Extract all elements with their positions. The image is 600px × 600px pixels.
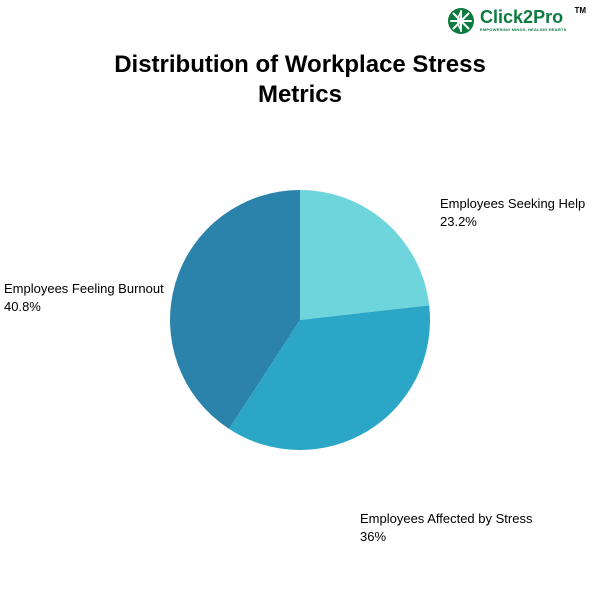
logo-tm: TM bbox=[574, 6, 586, 15]
slice-label-pct: 23.2% bbox=[440, 213, 585, 231]
slice-label-seeking-help: Employees Seeking Help 23.2% bbox=[440, 195, 585, 230]
pie-chart bbox=[170, 190, 430, 450]
pie-slice-0 bbox=[300, 190, 429, 320]
logo-tagline: EMPOWERING MINDS, HEALING HEARTS bbox=[480, 28, 566, 32]
slice-label-text: Employees Affected by Stress bbox=[360, 511, 532, 526]
slice-label-pct: 36% bbox=[360, 528, 532, 546]
logo-brand-text: Click2Pro bbox=[480, 8, 563, 26]
title-line2: Metrics bbox=[258, 81, 342, 108]
title-line1: Distribution of Workplace Stress bbox=[114, 51, 486, 78]
chart-canvas: Click2Pro EMPOWERING MINDS, HEALING HEAR… bbox=[0, 0, 600, 600]
pie-svg bbox=[170, 190, 430, 450]
chart-title: Distribution of Workplace Stress Metrics bbox=[0, 50, 600, 110]
slice-label-affected: Employees Affected by Stress 36% bbox=[360, 510, 532, 545]
logo-mark-icon bbox=[448, 8, 474, 34]
slice-label-pct: 40.8% bbox=[4, 298, 164, 316]
slice-label-text: Employees Seeking Help bbox=[440, 196, 585, 211]
slice-label-text: Employees Feeling Burnout bbox=[4, 281, 164, 296]
brand-logo: Click2Pro EMPOWERING MINDS, HEALING HEAR… bbox=[448, 8, 586, 34]
slice-label-burnout: Employees Feeling Burnout 40.8% bbox=[4, 280, 164, 315]
